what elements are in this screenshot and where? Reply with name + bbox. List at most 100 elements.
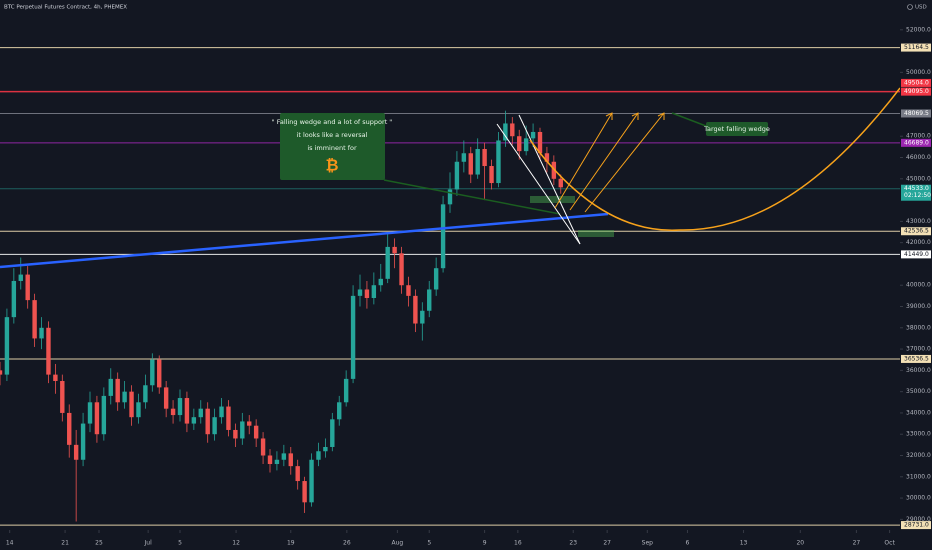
y-tick-label: 45000.0 — [906, 175, 931, 182]
y-tick-label: 52000.0 — [906, 26, 931, 33]
level-tag — [901, 521, 931, 530]
y-tick-label: 30000.0 — [906, 495, 931, 502]
candle-body — [440, 204, 446, 269]
target-box — [706, 122, 768, 136]
y-tick-label: 38000.0 — [906, 324, 931, 331]
time-axis — [0, 530, 932, 550]
candle-body — [364, 289, 370, 298]
level-tag — [901, 43, 931, 52]
candle-body — [212, 417, 217, 435]
x-tick-label: 27 — [853, 540, 861, 547]
candle-body — [413, 295, 418, 324]
y-tick-label: 50000.0 — [906, 69, 931, 76]
candle-body — [205, 408, 210, 435]
candle-body — [39, 327, 44, 339]
candle-body — [399, 253, 404, 286]
x-tick-label: 27 — [603, 540, 611, 547]
candle-body — [392, 246, 397, 254]
candle-body — [80, 423, 86, 460]
y-tick-label: 40000.0 — [906, 282, 931, 289]
currency-icon — [907, 4, 913, 10]
chart-title: BTC Perpetual Futures Contract, 4h, PHEM… — [4, 5, 127, 11]
x-tick-label: Sep — [642, 540, 654, 547]
candle-body — [496, 140, 501, 184]
candle-body — [4, 317, 10, 375]
candle-body — [53, 374, 58, 382]
candle-body — [163, 387, 169, 409]
candle-body — [468, 153, 473, 175]
y-tick-label: 39000.0 — [906, 303, 931, 310]
y-tick-label: 34000.0 — [906, 409, 931, 416]
target-text: Target falling wedge — [703, 125, 770, 133]
level-tag — [901, 138, 931, 147]
arrow — [584, 112, 665, 213]
candle-body — [60, 381, 65, 413]
level-label: 28731.0 — [904, 522, 929, 529]
y-tick-label: 43000.0 — [906, 218, 931, 225]
candle-body — [489, 166, 494, 184]
candle-body — [337, 402, 342, 420]
axis-labels: 52000.0 50000.0 47000.0 46000.0 45000.0 43000… — [6, 26, 931, 546]
candle-body — [378, 278, 383, 286]
level-tag — [901, 184, 931, 201]
x-tick-label: Aug — [392, 540, 404, 547]
x-tick-label: Oct — [884, 540, 895, 547]
arrows — [529, 87, 901, 231]
candle-body — [406, 285, 411, 296]
candle-body — [46, 327, 51, 375]
x-tick-label: 5 — [427, 540, 431, 547]
candle-body — [302, 481, 307, 503]
y-tick-label: 36000.0 — [906, 367, 931, 374]
candle-body — [122, 391, 127, 403]
trendline — [0, 212, 609, 269]
level-label: 36536.5 — [904, 355, 929, 362]
level-label: 46689.0 — [904, 139, 929, 146]
x-tick-label: 21 — [61, 540, 69, 547]
y-tick-label: 46000.0 — [906, 154, 931, 161]
candle-body — [115, 378, 120, 403]
candle-body — [267, 455, 273, 465]
candle-body — [537, 131, 543, 154]
bitcoin-symbol: ₿ — [325, 156, 338, 175]
candle-body — [274, 459, 280, 465]
candle-body — [420, 310, 425, 324]
x-tick-label: 25 — [95, 540, 103, 547]
y-tick-label: 29000.0 — [906, 516, 931, 523]
level-tag — [901, 78, 931, 87]
x-tick-label: Jul — [144, 540, 153, 547]
wedge-line — [496, 123, 581, 245]
candle-body — [219, 406, 224, 418]
candle-body — [0, 370, 3, 375]
drawings: " Falling wedge and a lot of support " i… — [0, 87, 901, 269]
candle-body — [558, 178, 563, 188]
candles — [0, 110, 563, 522]
y-tick-label: 32000.0 — [906, 452, 931, 459]
candle-body — [503, 123, 508, 141]
candle-body — [523, 138, 529, 152]
candle-body — [517, 136, 522, 152]
candle-body — [288, 453, 293, 467]
candle-body — [247, 421, 252, 426]
candle-body — [191, 417, 197, 424]
annotation-text: " Falling wedge and a lot of support " — [272, 118, 393, 126]
currency: USD — [915, 5, 927, 11]
level-tag — [901, 250, 931, 259]
level-tag — [901, 227, 931, 236]
y-tick-label: 31000.0 — [906, 473, 931, 480]
candle-body — [157, 359, 162, 388]
candle-body — [343, 378, 349, 403]
zone — [530, 196, 575, 203]
candle-body — [551, 161, 557, 179]
countdown: 02:12:50 — [904, 192, 931, 199]
candle-body — [371, 285, 377, 298]
candle-body — [18, 274, 23, 281]
candle-body — [510, 123, 515, 137]
annotation-text: is imminent for — [307, 144, 357, 152]
candle-body — [233, 429, 238, 439]
level-label: 42536.5 — [904, 228, 929, 235]
candle-body — [11, 280, 17, 318]
y-tick-label: 33000.0 — [906, 431, 931, 438]
candle-body — [108, 378, 113, 396]
candle-body — [316, 451, 321, 460]
candle-body — [330, 419, 335, 447]
